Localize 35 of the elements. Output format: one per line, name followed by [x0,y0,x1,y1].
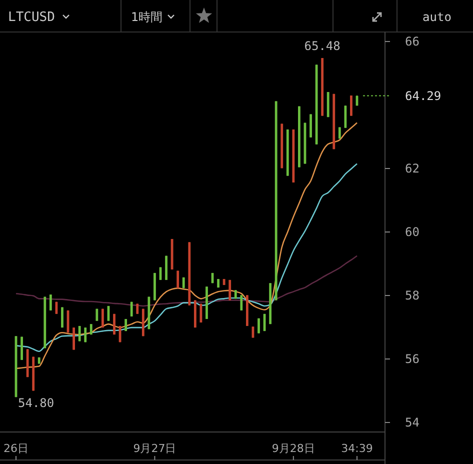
text: auto [422,10,452,24]
candlestick [310,114,312,138]
candlestick [136,303,139,314]
candlestick [130,301,133,317]
chart-title: LTCUSD [8,10,56,25]
candlestick [49,294,52,311]
annotation: 54.80 [18,396,54,410]
candlestick [61,306,64,328]
text: 1時間 [131,10,163,24]
candlestick [72,327,75,350]
candlestick [176,270,180,289]
candlestick [84,327,87,343]
candlestick [20,336,23,360]
y-tick-label: 56 [405,352,420,366]
x-tick-label: 9月27日 [133,442,176,455]
y-tick-label: 60 [405,225,420,240]
line-series [15,163,358,352]
x-tick-label: 9月28日 [272,442,315,455]
candlestick [350,94,352,116]
y-tick-label: 62 [405,162,420,176]
line-series [15,122,358,370]
line-series [15,255,358,307]
y-tick-label: 66 [405,34,420,49]
candlestick [228,279,232,301]
ref-line-label: 64.29 [405,89,442,104]
candlestick [344,105,347,128]
y-tick-label: 58 [405,288,420,303]
x-tick-label: 26日 [4,442,28,455]
y-tick-label: 54 [405,416,420,430]
candlestick [240,294,243,311]
annotation: 65.48 [304,39,340,54]
candlestick [200,303,202,323]
candlestick [258,318,260,334]
x-tick-label: 34:39 [341,442,373,455]
candlestick [96,308,98,322]
